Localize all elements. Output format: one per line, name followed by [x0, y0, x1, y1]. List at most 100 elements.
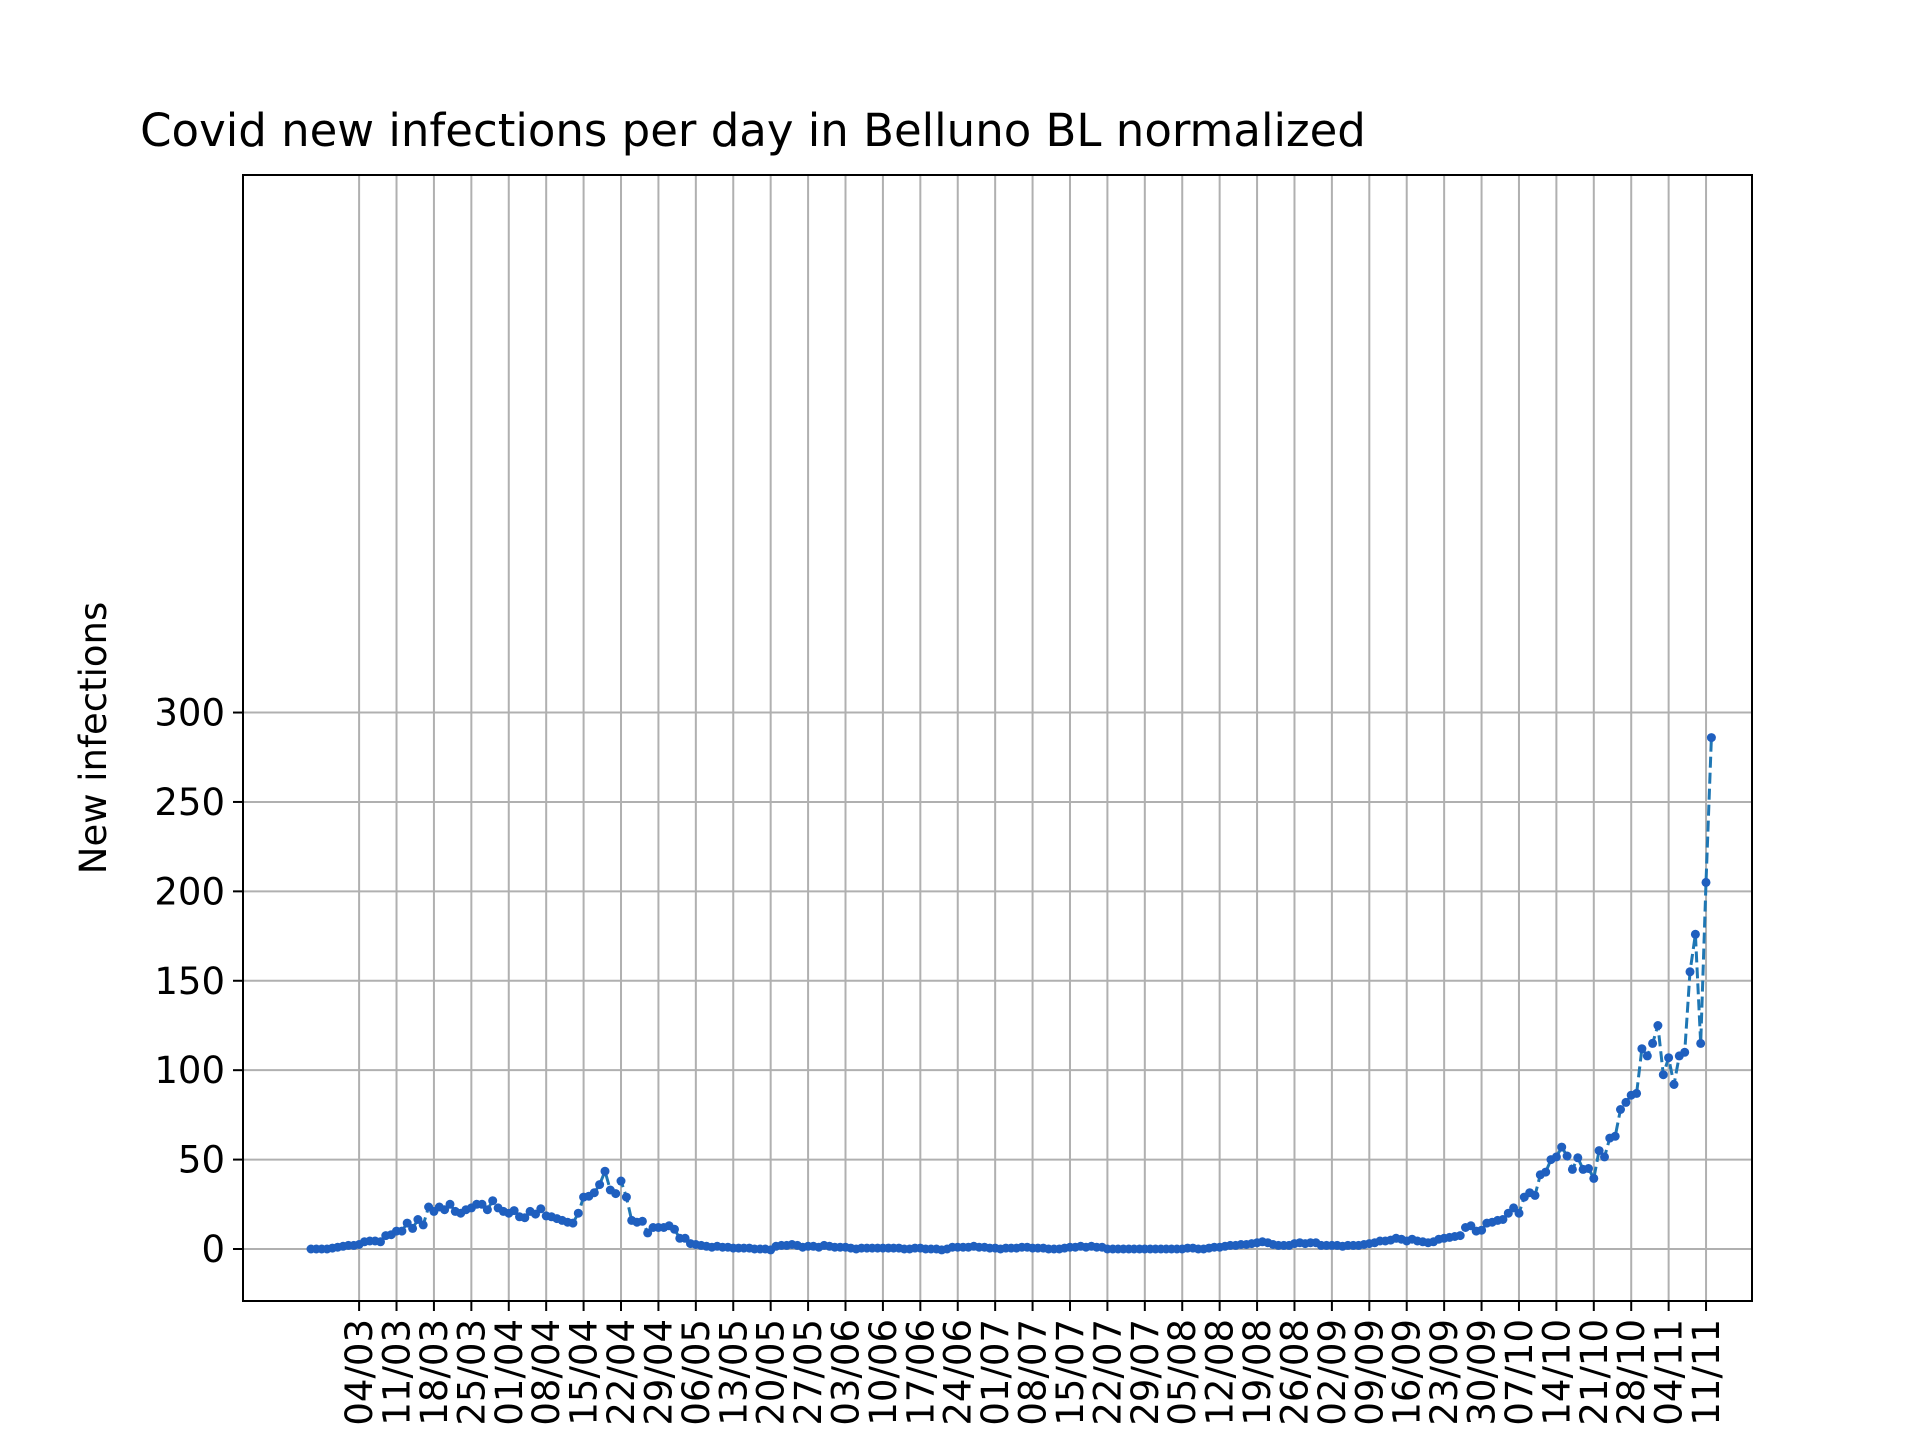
grid [243, 175, 1752, 1301]
data-point [1669, 1080, 1679, 1089]
data-point [1594, 1146, 1604, 1156]
data-point [1455, 1231, 1465, 1241]
y-tick-label: 150 [154, 960, 225, 1003]
data-point [1530, 1190, 1540, 1200]
y-axis-label: New infections [72, 602, 115, 874]
data-point [1610, 1131, 1620, 1141]
data-point [1600, 1152, 1609, 1162]
x-tick-label: 19/08 [1236, 1319, 1279, 1426]
x-tick-label: 13/05 [712, 1319, 755, 1426]
x-tick-label: 01/04 [488, 1319, 531, 1426]
x-tick-label: 21/10 [1573, 1319, 1616, 1426]
chart-title: Covid new infections per day in Belluno … [140, 104, 1366, 157]
data-point [1621, 1097, 1631, 1107]
x-tick-label: 29/04 [637, 1319, 680, 1426]
data-point [1701, 877, 1711, 887]
y-tick-label: 300 [154, 692, 225, 735]
x-tick-label: 15/04 [563, 1319, 606, 1426]
x-tick-label: 10/06 [862, 1319, 905, 1426]
data-point [1637, 1044, 1647, 1054]
x-axis-ticks: 04/0311/0318/0325/0301/0408/0415/0422/04… [338, 1301, 1728, 1426]
data-point [1653, 1021, 1663, 1030]
x-tick-label: 11/03 [376, 1319, 419, 1426]
data-point [1551, 1152, 1561, 1162]
y-tick-label: 100 [154, 1049, 225, 1092]
data-point [488, 1196, 498, 1206]
data-point [1541, 1167, 1551, 1177]
x-tick-label: 22/07 [1086, 1319, 1129, 1426]
y-tick-label: 0 [201, 1228, 225, 1271]
data-point [621, 1192, 631, 1202]
x-tick-label: 08/07 [1012, 1319, 1055, 1426]
data-point [445, 1199, 455, 1209]
x-tick-label: 18/03 [413, 1319, 456, 1426]
x-tick-label: 15/07 [1049, 1319, 1092, 1426]
data-point [589, 1188, 599, 1198]
data-point [670, 1224, 679, 1234]
x-tick-label: 11/11 [1685, 1319, 1728, 1426]
data-point [418, 1220, 428, 1230]
data-point [1557, 1142, 1567, 1152]
data-point [600, 1166, 610, 1176]
y-tick-label: 50 [178, 1139, 225, 1182]
data-point [1562, 1151, 1572, 1161]
x-tick-label: 27/05 [787, 1319, 830, 1426]
data-point [509, 1206, 519, 1216]
data-point [1616, 1105, 1625, 1114]
data-point [1696, 1038, 1706, 1048]
data-point [1498, 1215, 1508, 1224]
data-point [482, 1205, 492, 1215]
data-point [1680, 1047, 1690, 1057]
x-tick-label: 17/06 [899, 1319, 942, 1426]
data-point [536, 1204, 546, 1214]
x-tick-label: 22/04 [600, 1319, 643, 1426]
data-point [1642, 1051, 1652, 1061]
data-point [611, 1189, 621, 1199]
data-point [376, 1237, 385, 1247]
x-tick-label: 05/08 [1161, 1319, 1204, 1426]
data-point [1573, 1153, 1583, 1163]
x-tick-label: 23/09 [1423, 1319, 1466, 1426]
x-tick-label: 07/10 [1498, 1319, 1541, 1426]
x-tick-label: 04/11 [1648, 1319, 1691, 1426]
data-point [397, 1226, 407, 1236]
data-point [408, 1223, 418, 1233]
y-axis-ticks: 0 50 100 150 200 250 300 [154, 692, 243, 1271]
plot-area-frame [242, 174, 1753, 1302]
y-tick-label: 250 [154, 781, 225, 824]
x-tick-label: 04/03 [338, 1319, 381, 1426]
x-tick-label: 16/09 [1386, 1319, 1429, 1426]
x-tick-label: 30/09 [1461, 1319, 1504, 1426]
x-tick-label: 08/04 [525, 1319, 568, 1426]
data-point [1584, 1164, 1593, 1173]
x-tick-label: 25/03 [450, 1319, 493, 1426]
data-point [595, 1180, 605, 1190]
data-point [1632, 1088, 1642, 1098]
x-tick-label: 03/06 [825, 1319, 868, 1426]
data-point [1648, 1038, 1658, 1048]
data-point [573, 1208, 583, 1218]
data-point [1664, 1053, 1674, 1063]
x-tick-label: 28/10 [1610, 1319, 1653, 1426]
data-point [616, 1176, 626, 1186]
data-point [1589, 1173, 1599, 1183]
data-point [1706, 733, 1716, 743]
data-point [1658, 1070, 1668, 1080]
x-tick-label: 20/05 [750, 1319, 793, 1426]
x-tick-label: 06/05 [675, 1319, 718, 1426]
data-point [1685, 967, 1695, 977]
series-layer [306, 733, 1716, 1255]
x-tick-label: 26/08 [1273, 1319, 1316, 1426]
x-tick-label: 14/10 [1535, 1319, 1578, 1426]
x-tick-label: 12/08 [1199, 1319, 1242, 1426]
data-point [1567, 1164, 1577, 1174]
data-point [520, 1213, 530, 1223]
x-tick-label: 09/09 [1348, 1319, 1391, 1426]
data-point [1477, 1225, 1487, 1235]
x-tick-label: 24/06 [937, 1319, 980, 1426]
x-tick-label: 29/07 [1124, 1319, 1167, 1426]
data-point [637, 1216, 647, 1226]
x-tick-label: 02/09 [1311, 1319, 1354, 1426]
